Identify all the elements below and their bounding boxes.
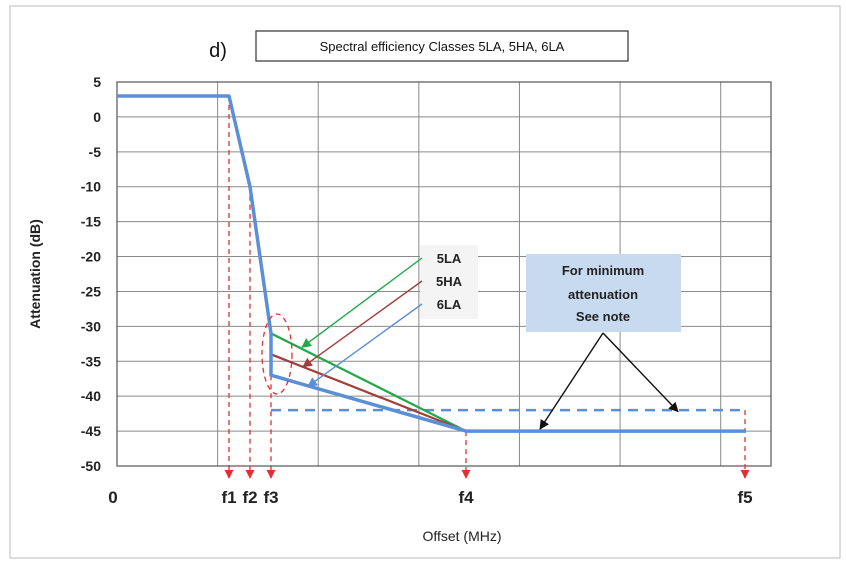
series-line-5la — [270, 332, 467, 433]
y-tick-labels: 5 0 -5 -10 -15 -20 -25 -30 -35 -40 -45 -50 — [81, 74, 101, 474]
legend-arrow-5la — [301, 257, 423, 348]
y-tick-label: 0 — [93, 109, 101, 125]
f3-highlight-ellipse — [261, 313, 293, 395]
title-box — [255, 30, 629, 62]
note-arrows — [539, 332, 679, 430]
f-labels: f1 f2 f3 f4 f5 — [221, 488, 752, 507]
y-tick-label: -5 — [89, 144, 102, 160]
frequency-markers — [224, 95, 750, 479]
y-tick-label: -10 — [81, 179, 101, 195]
panel-label: d) — [209, 40, 227, 62]
legend: 5LA 5HA 6LA — [436, 251, 463, 312]
legend-arrow-6la — [307, 303, 423, 387]
y-axis-label: Attenuation (dB) — [27, 219, 43, 329]
legend-arrows — [301, 257, 423, 387]
legend-arrow-5ha — [302, 280, 423, 368]
y-tick-label: -25 — [81, 283, 101, 299]
f-label-f2: f2 — [242, 488, 257, 507]
note-line-3: See note — [576, 309, 630, 324]
chart-title: Spectral efficiency Classes 5LA, 5HA, 6L… — [320, 39, 565, 54]
y-tick-label: -50 — [81, 458, 101, 474]
y-tick-label: -40 — [81, 388, 101, 404]
y-tick-label: -30 — [81, 318, 101, 334]
legend-label-5ha: 5HA — [436, 274, 463, 289]
y-tick-label: -45 — [81, 423, 101, 439]
y-tick-label: -15 — [81, 214, 101, 230]
note-arrow-solid — [539, 332, 604, 430]
f-label-f4: f4 — [458, 488, 474, 507]
x-origin-label: 0 — [108, 488, 117, 507]
note-line-2: attenuation — [568, 287, 638, 302]
note-line-1: For minimum — [562, 263, 644, 278]
mask-line — [117, 94, 745, 433]
y-tick-label: 5 — [93, 74, 101, 90]
legend-label-5la: 5LA — [437, 251, 462, 266]
legend-label-6la: 6LA — [437, 297, 462, 312]
x-axis-label: Offset (MHz) — [422, 528, 501, 544]
f-label-f5: f5 — [737, 488, 752, 507]
y-tick-label: -20 — [81, 249, 101, 265]
f-label-f1: f1 — [221, 488, 236, 507]
legend-box — [420, 245, 478, 319]
f-label-f3: f3 — [263, 488, 278, 507]
y-tick-label: -35 — [81, 353, 101, 369]
note-box — [526, 254, 681, 332]
mask-polyline — [117, 94, 745, 433]
plot-area-border — [116, 81, 772, 467]
note-arrow-dashed — [602, 332, 679, 413]
